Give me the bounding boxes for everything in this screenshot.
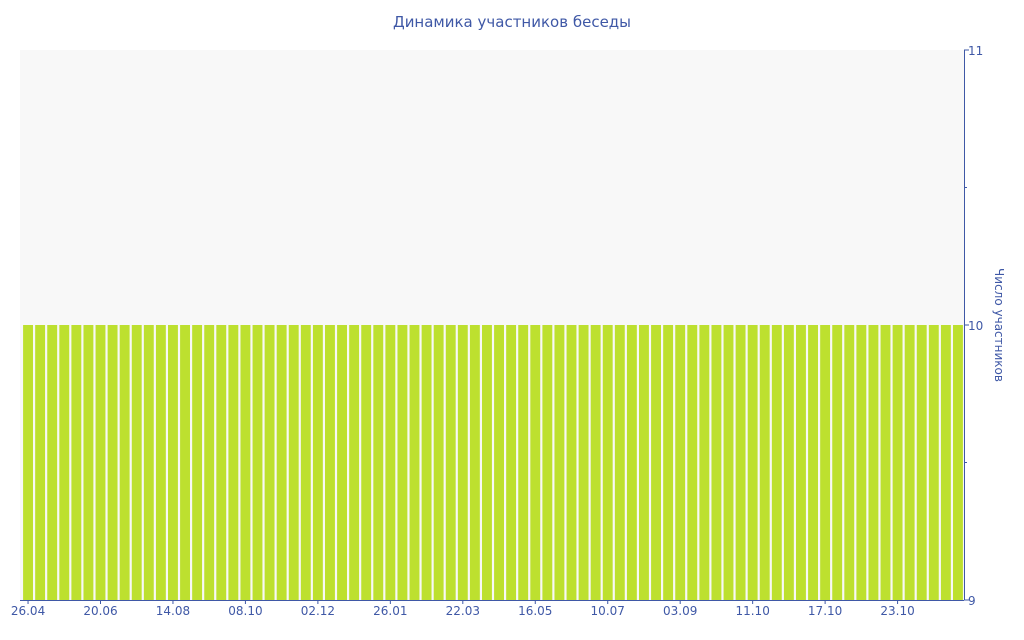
bar — [675, 325, 686, 600]
bar — [578, 325, 589, 600]
x-tick-label: 08.10 — [228, 604, 262, 618]
x-tick-label: 10.07 — [591, 604, 625, 618]
bar — [856, 325, 867, 600]
bar — [385, 325, 396, 600]
bar — [325, 325, 335, 600]
bar — [796, 325, 806, 600]
bar — [216, 325, 227, 600]
bar — [759, 325, 770, 600]
bar — [820, 325, 831, 600]
bar — [143, 325, 154, 600]
bar — [940, 325, 951, 600]
bar — [832, 325, 843, 600]
bar — [240, 325, 251, 600]
bar — [651, 325, 661, 600]
bar — [155, 325, 166, 600]
bar — [639, 325, 649, 600]
bar — [953, 325, 963, 600]
bar — [312, 325, 323, 600]
bar — [723, 325, 734, 600]
x-tick-label: 11.10 — [735, 604, 769, 618]
bar — [916, 325, 927, 600]
bar — [735, 325, 746, 600]
bar — [506, 325, 517, 600]
bar — [361, 325, 372, 600]
bar — [469, 325, 480, 600]
bar — [783, 325, 794, 600]
bar — [566, 325, 577, 600]
bar — [904, 325, 915, 600]
bar — [747, 325, 758, 600]
bar — [663, 325, 674, 600]
x-tick-label: 26.04 — [11, 604, 45, 618]
bar — [530, 325, 541, 600]
bar — [433, 325, 444, 600]
bar — [771, 325, 782, 600]
bar — [421, 325, 432, 600]
bar — [300, 325, 311, 600]
bar — [35, 325, 46, 600]
bar — [264, 325, 275, 600]
x-tick-label: 02.12 — [301, 604, 335, 618]
bar — [482, 325, 492, 600]
bar — [844, 325, 855, 600]
bar — [687, 325, 698, 600]
bar — [288, 325, 299, 600]
bar — [928, 325, 939, 600]
bar — [192, 325, 203, 600]
bar — [711, 325, 722, 600]
bar — [554, 325, 565, 600]
bar — [83, 325, 94, 600]
bar — [445, 325, 456, 600]
x-tick-label: 20.06 — [83, 604, 117, 618]
y-axis-title: Число участников — [992, 268, 1006, 382]
x-tick-label: 23.10 — [880, 604, 914, 618]
bar — [518, 325, 529, 600]
bar — [494, 325, 504, 600]
bar — [71, 325, 82, 600]
bar — [373, 325, 384, 600]
x-tick-label: 03.09 — [663, 604, 697, 618]
bar — [892, 325, 903, 600]
bar — [457, 325, 468, 600]
bar — [180, 325, 190, 600]
y-tick-label: 10 — [968, 319, 983, 333]
bar — [168, 325, 178, 600]
bar — [614, 325, 625, 600]
bar — [397, 325, 408, 600]
x-tick-label: 22.03 — [446, 604, 480, 618]
bar — [252, 325, 263, 600]
y-tick-label: 11 — [968, 44, 983, 58]
y-tick-label: 9 — [968, 594, 976, 608]
bar — [542, 325, 553, 600]
bar — [59, 325, 70, 600]
bar — [808, 325, 818, 600]
bar — [602, 325, 613, 600]
bar — [349, 325, 360, 600]
bar — [699, 325, 710, 600]
bar — [590, 325, 601, 600]
x-tick-label: 16.05 — [518, 604, 552, 618]
x-tick-label: 17.10 — [808, 604, 842, 618]
bar — [23, 325, 33, 600]
bar — [204, 325, 215, 600]
bar — [880, 325, 891, 600]
x-tick-label: 14.08 — [156, 604, 190, 618]
bar — [47, 325, 58, 600]
bar — [95, 325, 106, 600]
bar — [626, 325, 637, 600]
bar — [228, 325, 239, 600]
bar — [409, 325, 420, 600]
bar — [119, 325, 130, 600]
bar — [131, 325, 142, 600]
bar — [276, 325, 287, 600]
bar — [337, 325, 347, 600]
bar — [107, 325, 118, 600]
x-tick-label: 26.01 — [373, 604, 407, 618]
chart-title: Динамика участников беседы — [392, 13, 632, 31]
bar — [868, 325, 879, 600]
